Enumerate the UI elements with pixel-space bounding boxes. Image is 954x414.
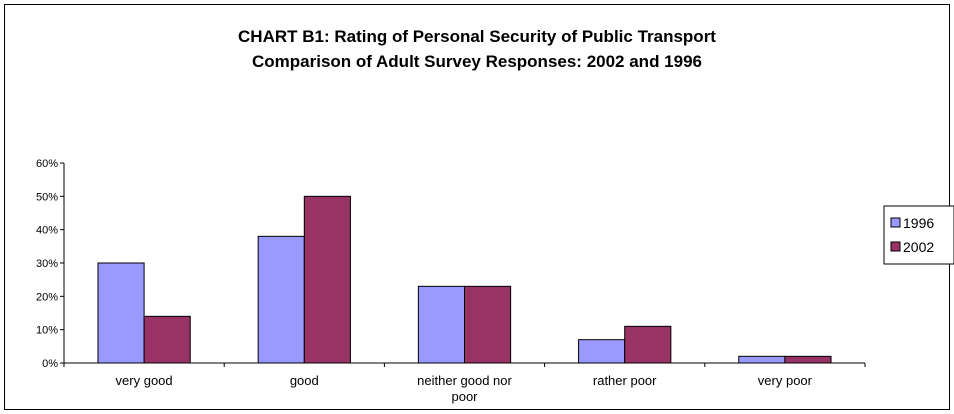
x-category-label: poor bbox=[451, 389, 478, 404]
legend-label-2002: 2002 bbox=[903, 239, 934, 255]
y-tick-label: 30% bbox=[36, 258, 58, 270]
x-category-label: very poor bbox=[758, 373, 813, 388]
y-tick-label: 0% bbox=[42, 358, 58, 370]
chart-title: CHART B1: Rating of Personal Security of… bbox=[238, 27, 716, 46]
chart-subtitle: Comparison of Adult Survey Responses: 20… bbox=[251, 52, 702, 71]
bar-2002-1 bbox=[303, 195, 351, 364]
x-category-label: rather poor bbox=[593, 373, 657, 388]
bar-1996-4 bbox=[738, 355, 786, 364]
bar-2002-0 bbox=[143, 315, 191, 364]
bar-2002-4 bbox=[784, 355, 832, 364]
x-category-label: neither good nor bbox=[417, 373, 512, 388]
bar-1996-0 bbox=[97, 262, 145, 364]
bar-2002-3 bbox=[624, 325, 672, 364]
y-tick-label: 10% bbox=[36, 325, 58, 337]
y-tick-label: 50% bbox=[36, 191, 58, 203]
bar-2002-2 bbox=[464, 285, 512, 364]
y-tick-label: 40% bbox=[36, 225, 58, 237]
y-tick-label: 60% bbox=[36, 158, 58, 170]
bar-1996-2 bbox=[417, 285, 465, 364]
x-category-label: good bbox=[290, 373, 319, 388]
x-category-label: very good bbox=[116, 373, 173, 388]
bar-1996-1 bbox=[257, 235, 305, 364]
legend-swatch-1996 bbox=[890, 217, 901, 228]
chart-title-block: CHART B1: Rating of Personal Security of… bbox=[0, 24, 954, 74]
legend-swatch-2002 bbox=[890, 241, 901, 252]
bar-1996-3 bbox=[578, 339, 626, 364]
legend-label-1996: 1996 bbox=[903, 215, 934, 231]
legend-box bbox=[883, 205, 954, 265]
y-tick-label: 20% bbox=[36, 291, 58, 303]
